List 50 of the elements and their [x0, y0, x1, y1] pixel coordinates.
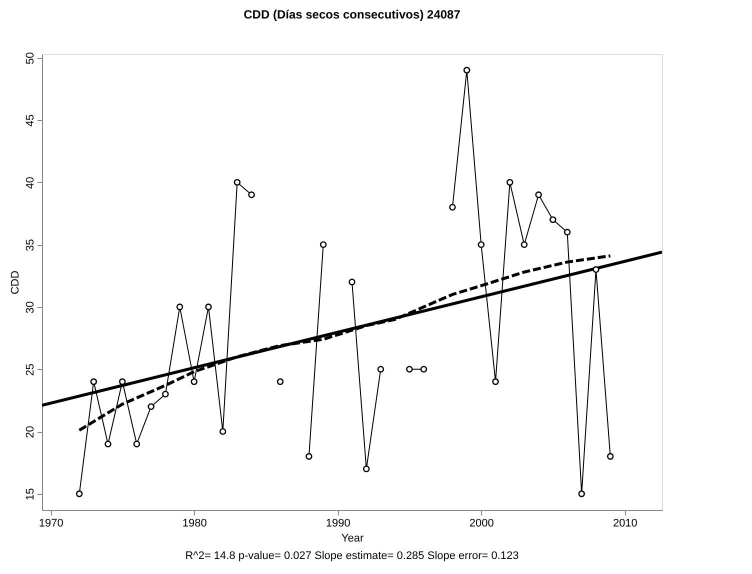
point — [90, 378, 98, 386]
point — [492, 378, 499, 386]
y-axis-title: CDD — [10, 270, 22, 294]
point — [306, 453, 312, 460]
y-tick-label: 50 — [24, 52, 36, 64]
point — [162, 390, 169, 398]
point — [420, 366, 428, 373]
y-tick-label: 40 — [24, 176, 36, 189]
y-tick-label: 25 — [24, 364, 36, 376]
point — [234, 178, 241, 186]
point — [578, 490, 586, 498]
x-tick-label: 1980 — [182, 518, 207, 530]
point — [148, 403, 154, 410]
point — [449, 204, 456, 211]
x-axis-title: Year — [341, 532, 364, 544]
y-tick-label: 35 — [24, 239, 36, 252]
point — [478, 241, 485, 248]
chart-title: CDD (Días secos consecutivos) 24087 — [244, 8, 461, 22]
point — [190, 378, 198, 386]
point — [550, 216, 556, 224]
x-tick-label: 1990 — [326, 518, 350, 530]
point — [205, 304, 212, 310]
point — [176, 304, 184, 310]
point — [348, 278, 356, 286]
point — [463, 66, 470, 74]
point — [535, 191, 542, 198]
point — [276, 378, 284, 386]
point — [406, 366, 413, 373]
point — [219, 428, 226, 435]
point — [76, 490, 83, 498]
x-tick-label: 2010 — [612, 518, 638, 530]
y-tick-label: 20 — [24, 426, 36, 438]
point — [606, 453, 614, 460]
y-tick-label: 30 — [24, 301, 36, 314]
point — [377, 366, 384, 373]
point — [564, 228, 571, 236]
point — [133, 440, 140, 448]
y-tick-label: 45 — [24, 114, 36, 127]
point — [362, 466, 370, 472]
point — [320, 241, 327, 248]
point — [248, 191, 255, 198]
text: R^2= 14.8 p-value= 0.027 Slope estimate= 0.285 Slope error= 0.123 — [185, 550, 519, 562]
point — [104, 440, 112, 448]
y-tick-label: 15 — [24, 488, 36, 500]
point — [520, 241, 528, 248]
point — [118, 378, 126, 386]
x-tick-label: 2000 — [469, 518, 494, 530]
point — [592, 266, 600, 273]
x-tick-label: 1970 — [38, 518, 64, 530]
point — [506, 178, 514, 186]
